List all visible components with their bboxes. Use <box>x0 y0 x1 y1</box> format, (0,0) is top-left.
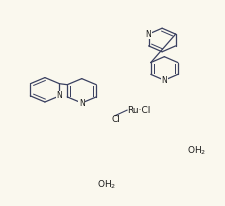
Text: N: N <box>161 76 166 85</box>
Text: OH$_2$: OH$_2$ <box>97 178 116 191</box>
Text: N: N <box>79 98 84 108</box>
Text: Cl: Cl <box>111 115 120 124</box>
Text: OH$_2$: OH$_2$ <box>186 144 205 157</box>
Text: Ru·Cl: Ru·Cl <box>127 106 150 115</box>
Text: N: N <box>56 91 62 100</box>
Text: N: N <box>145 30 151 39</box>
